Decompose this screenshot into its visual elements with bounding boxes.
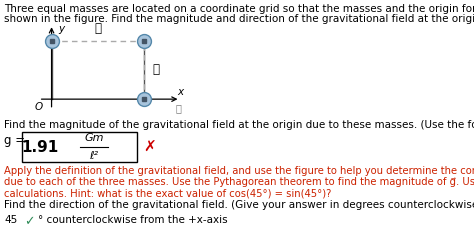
Text: y: y: [58, 24, 64, 34]
Text: x: x: [177, 87, 183, 97]
Text: ⓘ: ⓘ: [176, 103, 182, 113]
Text: 45: 45: [4, 215, 17, 225]
Text: Find the magnitude of the gravitational field at the origin due to these masses.: Find the magnitude of the gravitational …: [4, 120, 474, 130]
Text: g =: g =: [4, 134, 25, 147]
Text: shown in the figure. Find the magnitude and direction of the gravitational field: shown in the figure. Find the magnitude …: [4, 14, 474, 24]
Text: 1.91: 1.91: [21, 140, 59, 154]
Text: due to each of the three masses. Use the Pythagorean theorem to find the magnitu: due to each of the three masses. Use the…: [4, 177, 474, 187]
Text: ✗: ✗: [143, 140, 156, 154]
Text: ℓ: ℓ: [94, 22, 101, 35]
Text: ✓: ✓: [24, 215, 35, 228]
Bar: [22, 132, 137, 162]
Text: calculations. Hint: what is the exact value of cos(45°) = sin(45°)?: calculations. Hint: what is the exact va…: [4, 188, 331, 198]
Text: Three equal masses are located on a coordinate grid so that the masses and the o: Three equal masses are located on a coor…: [4, 4, 474, 14]
Text: Apply the definition of the gravitational field, and use the figure to help you : Apply the definition of the gravitationa…: [4, 166, 474, 176]
Text: Gm: Gm: [84, 133, 104, 143]
Text: O: O: [35, 102, 43, 112]
Text: ° counterclockwise from the +x-axis: ° counterclockwise from the +x-axis: [38, 215, 228, 225]
Text: ℓ²: ℓ²: [90, 151, 99, 161]
Text: ℓ: ℓ: [153, 63, 160, 76]
Text: Find the direction of the gravitational field. (Give your answer in degrees coun: Find the direction of the gravitational …: [4, 200, 474, 210]
